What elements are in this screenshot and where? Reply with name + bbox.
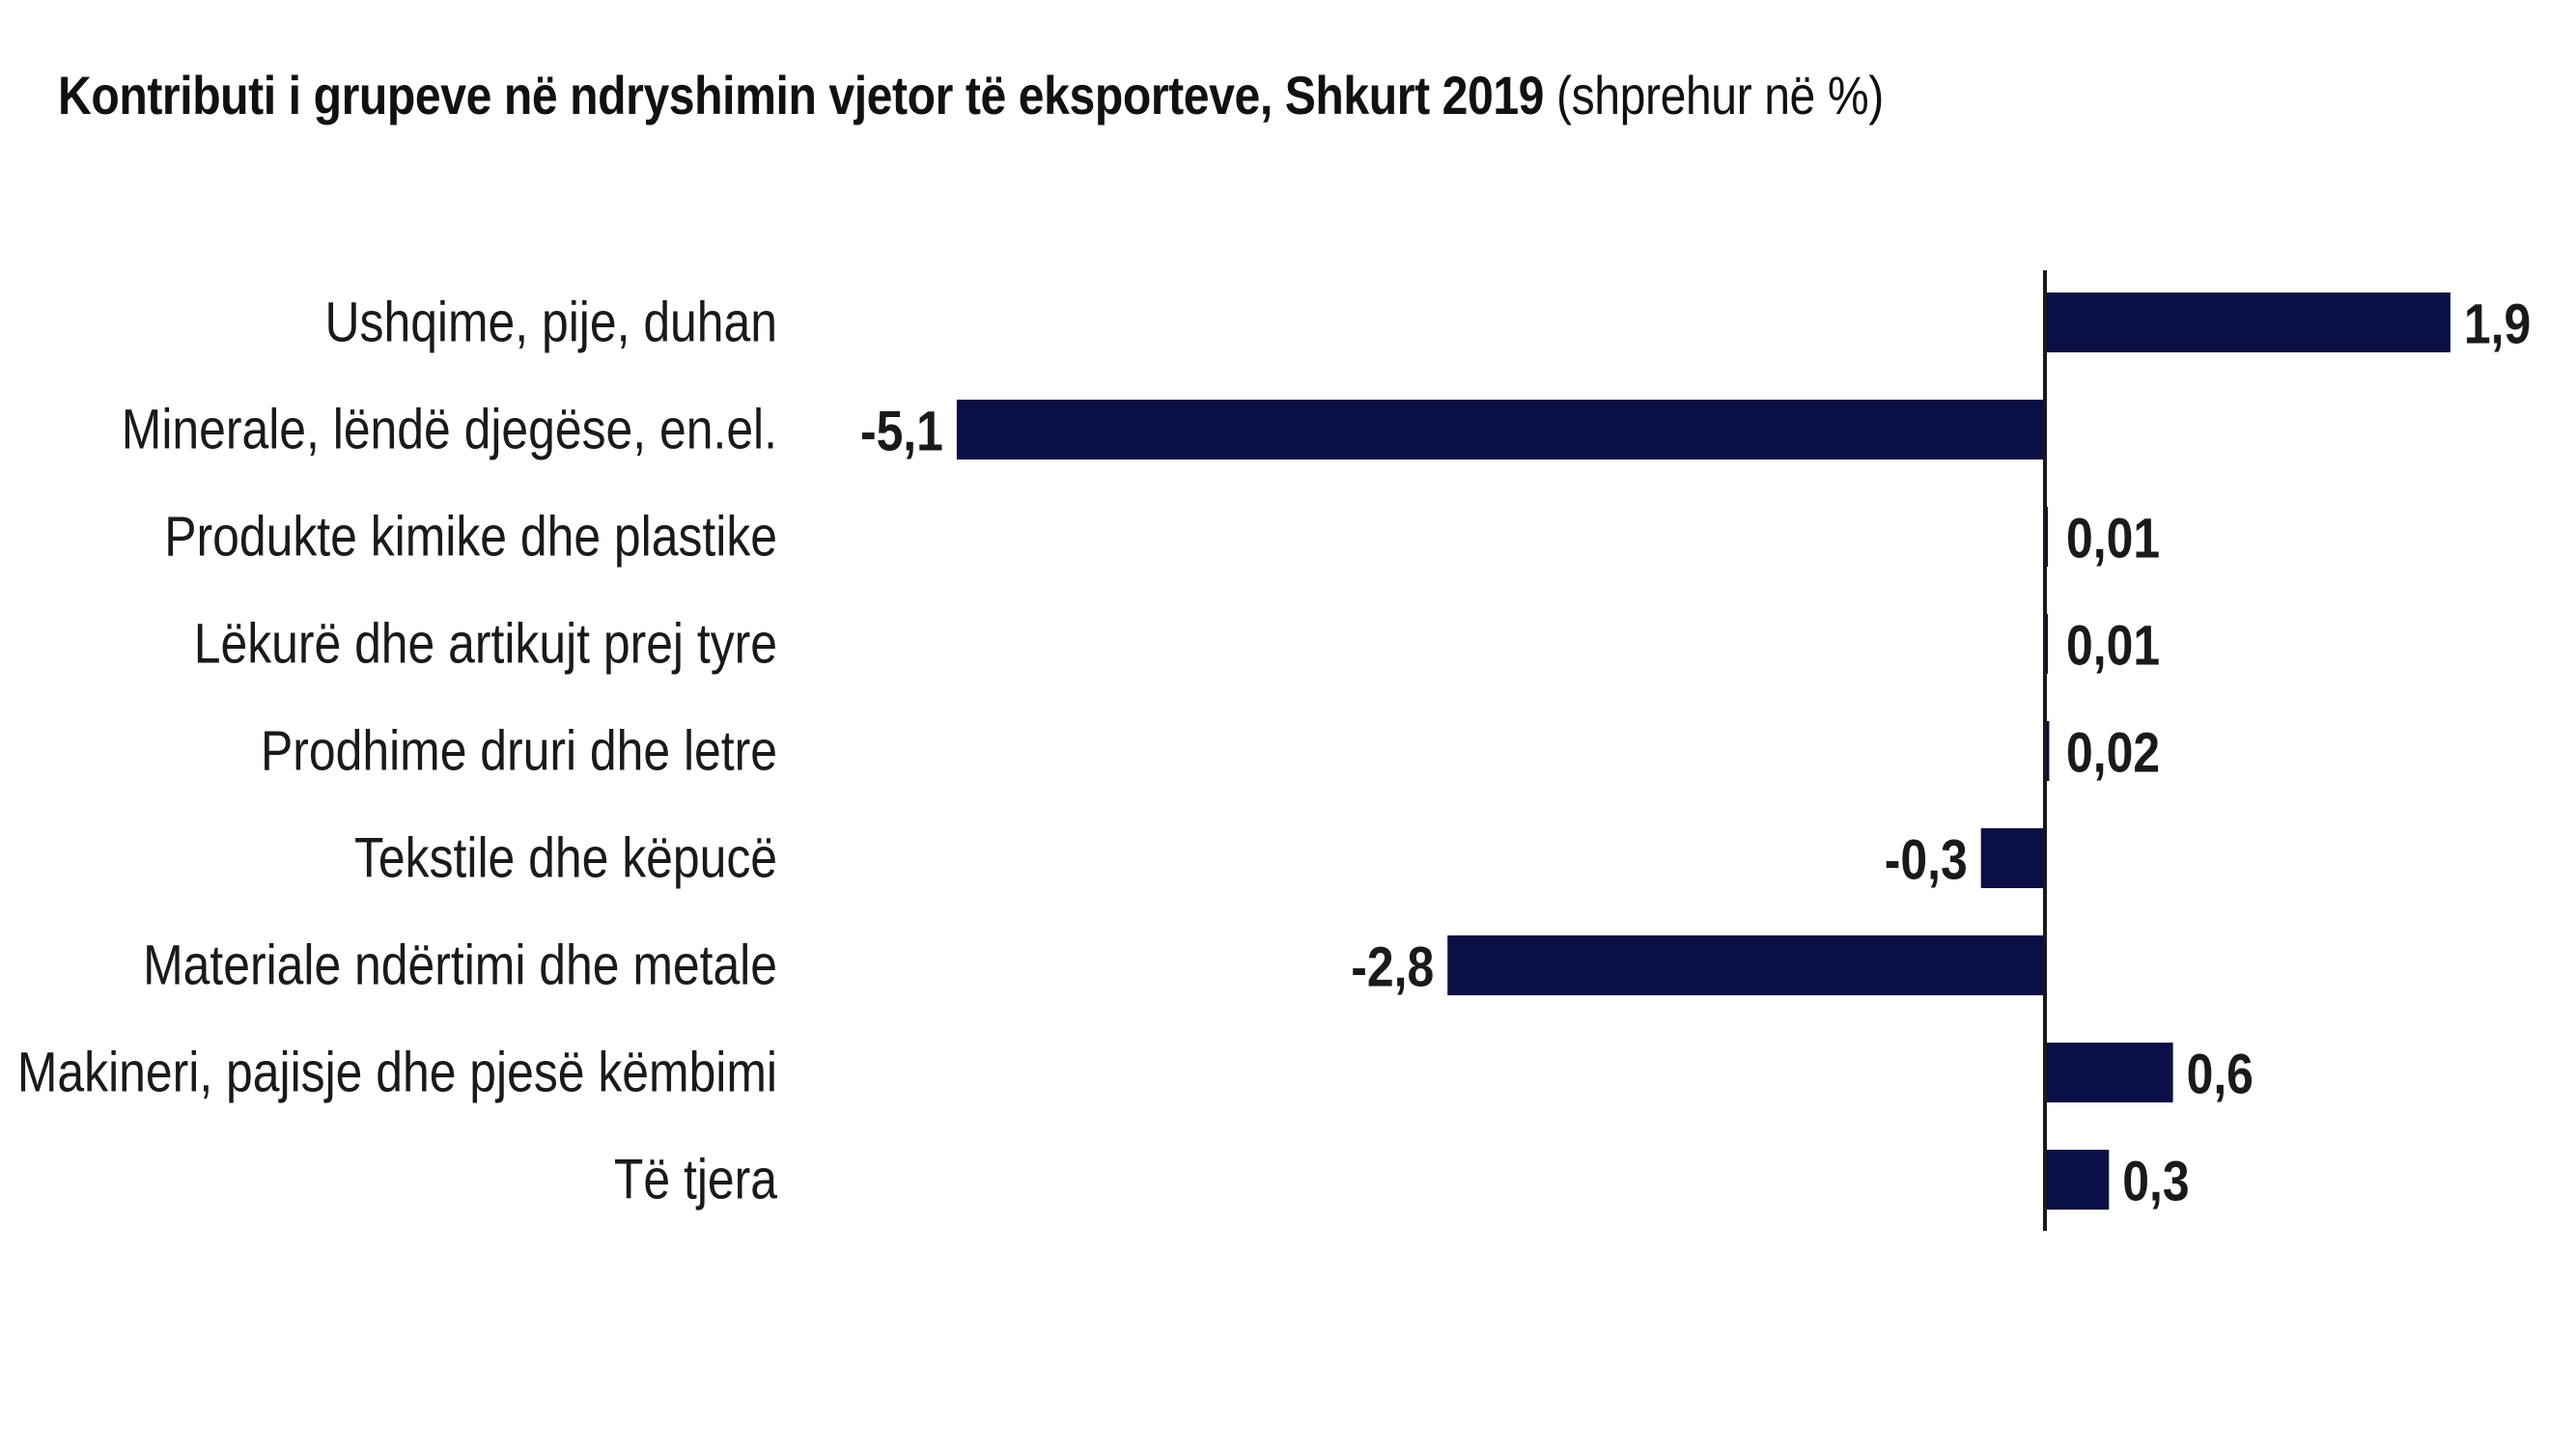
value-label-4: 0,01 bbox=[2066, 615, 2160, 677]
bar-8 bbox=[2045, 1043, 2173, 1102]
bar-1 bbox=[2045, 293, 2450, 352]
category-label-9: Të tjera bbox=[614, 1149, 778, 1211]
category-label-8: Makineri, pajisje dhe pjesë këmbimi bbox=[17, 1042, 777, 1103]
value-label-9: 0,3 bbox=[2122, 1151, 2189, 1212]
value-label-2: -5,1 bbox=[860, 401, 943, 462]
chart-title-unit: (shprehur në %) bbox=[1556, 65, 1884, 125]
category-label-3: Produkte kimike dhe plastike bbox=[164, 506, 777, 568]
value-label-3: 0,01 bbox=[2066, 508, 2160, 570]
category-label-7: Materiale ndërtimi dhe metale bbox=[143, 934, 777, 996]
chart-title-main: Kontributi i grupeve në ndryshimin vjeto… bbox=[58, 65, 1545, 125]
value-label-5: 0,02 bbox=[2066, 722, 2160, 784]
bar-6 bbox=[1980, 828, 2045, 888]
value-label-8: 0,6 bbox=[2187, 1044, 2254, 1105]
bar-9 bbox=[2045, 1150, 2110, 1210]
value-label-1: 1,9 bbox=[2464, 293, 2531, 355]
category-label-5: Prodhime druri dhe letre bbox=[261, 720, 777, 782]
bar-7 bbox=[1447, 935, 2045, 995]
value-label-6: -0,3 bbox=[1885, 829, 1968, 891]
category-label-1: Ushqime, pije, duhan bbox=[325, 292, 777, 353]
chart-title: Kontributi i grupeve në ndryshimin vjeto… bbox=[58, 64, 1884, 126]
labels-layer: Ushqime, pije, duhan 1,9 Minerale, lëndë d… bbox=[17, 292, 2531, 1212]
bar-2 bbox=[956, 400, 2045, 460]
category-label-4: Lëkurë dhe artikujt prej tyre bbox=[194, 613, 777, 675]
category-label-6: Tekstile dhe këpucë bbox=[354, 827, 777, 889]
bar-5 bbox=[2045, 721, 2050, 781]
category-label-2: Minerale, lëndë djegëse, en.el. bbox=[122, 399, 777, 460]
value-label-7: -2,8 bbox=[1351, 936, 1434, 998]
